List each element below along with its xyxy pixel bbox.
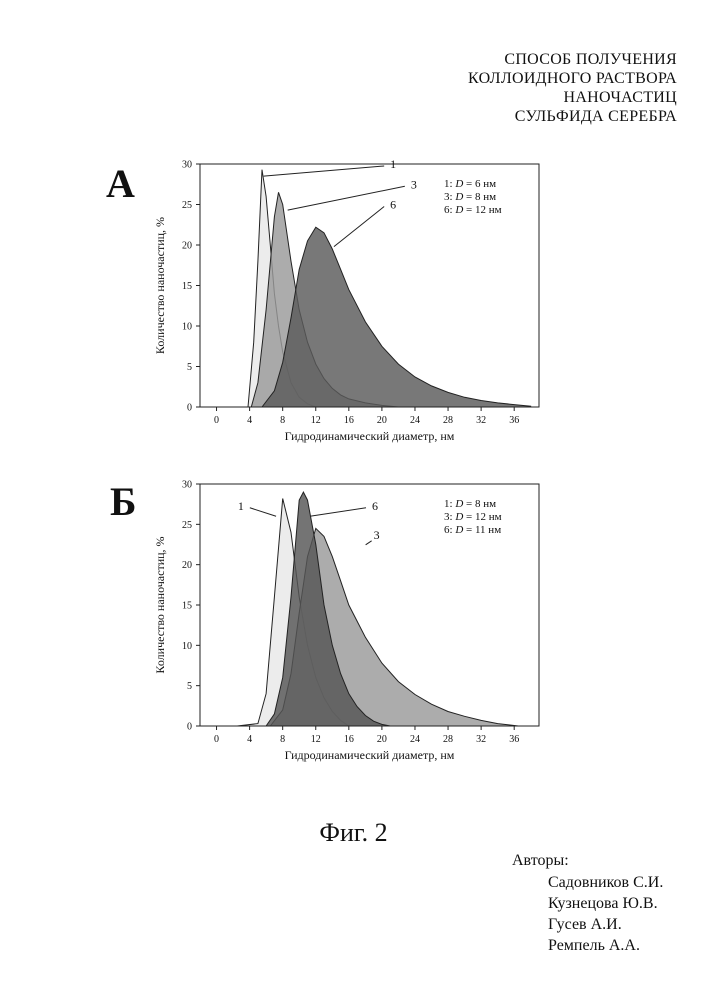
legend-entry-6: 6: D = 12 нм xyxy=(444,204,502,216)
y-tick-label: 15 xyxy=(182,281,192,292)
x-tick-label: 20 xyxy=(377,734,387,745)
legend-entry-1: 1: D = 6 нм xyxy=(444,178,496,190)
x-tick-label: 24 xyxy=(410,415,420,426)
figure-caption: Фиг. 2 xyxy=(319,818,388,847)
y-tick-label: 10 xyxy=(182,322,192,333)
annotation-leader-1 xyxy=(263,165,385,177)
annotation-label-3: 3 xyxy=(374,528,380,542)
authors-label: Авторы: xyxy=(512,852,569,869)
y-tick-label: 20 xyxy=(182,241,192,252)
x-tick-label: 0 xyxy=(214,734,219,745)
annotation-leader-3 xyxy=(287,185,405,211)
x-tick-label: 4 xyxy=(247,734,252,745)
x-tick-label: 24 xyxy=(410,734,420,745)
x-tick-label: 12 xyxy=(311,415,321,426)
x-tick-label: 28 xyxy=(443,734,453,745)
x-tick-label: 16 xyxy=(344,415,354,426)
y-tick-label: 25 xyxy=(182,200,192,211)
annotation-label-6: 6 xyxy=(390,198,396,212)
x-tick-label: 0 xyxy=(214,415,219,426)
annotation-leader-6 xyxy=(333,206,385,248)
x-tick-label: 20 xyxy=(377,415,387,426)
title-line-4: СУЛЬФИДА СЕРЕБРА xyxy=(514,108,677,125)
y-tick-label: 20 xyxy=(182,560,192,571)
author-4: Ремпель А.А. xyxy=(548,937,640,954)
legend-entry-6: 6: D = 11 нм xyxy=(444,524,501,536)
legend-entry-3: 3: D = 12 нм xyxy=(444,511,502,523)
x-tick-label: 28 xyxy=(443,415,453,426)
title-line-2: КОЛЛОИДНОГО РАСТВОРА xyxy=(468,70,677,87)
patent-title: СПОСОБ ПОЛУЧЕНИЯ КОЛЛОИДНОГО РАСТВОРА НА… xyxy=(468,50,677,126)
annotation-label-1: 1 xyxy=(390,157,396,171)
author-2: Кузнецова Ю.В. xyxy=(548,895,658,912)
x-tick-label: 16 xyxy=(344,734,354,745)
annotation-label-1: 1 xyxy=(238,499,244,513)
title-line-3: НАНОЧАСТИЦ xyxy=(563,89,677,106)
annotation-label-3: 3 xyxy=(411,177,417,191)
y-tick-label: 5 xyxy=(187,681,192,692)
y-tick-label: 10 xyxy=(182,641,192,652)
annotation-leader-1 xyxy=(249,507,277,517)
panel-b-letter: Б xyxy=(110,479,137,524)
x-tick-label: 36 xyxy=(509,415,519,426)
x-tick-label: 4 xyxy=(247,415,252,426)
title-line-1: СПОСОБ ПОЛУЧЕНИЯ xyxy=(504,51,677,68)
author-1: Садовников С.И. xyxy=(548,874,664,891)
y-tick-label: 30 xyxy=(182,160,192,171)
author-3: Гусев А.И. xyxy=(548,916,622,933)
y-tick-label: 0 xyxy=(187,722,192,733)
panel-a-letter: А xyxy=(106,161,135,206)
y-tick-label: 0 xyxy=(187,403,192,414)
y-tick-label: 15 xyxy=(182,601,192,612)
series-area-6 xyxy=(265,491,391,727)
x-tick-label: 32 xyxy=(476,415,486,426)
series-area-6 xyxy=(260,226,532,408)
annotation-leader-3 xyxy=(365,540,372,546)
x-tick-label: 32 xyxy=(476,734,486,745)
x-tick-label: 36 xyxy=(509,734,519,745)
x-tick-label: 8 xyxy=(280,734,285,745)
annotation-leader-6 xyxy=(309,507,367,517)
x-axis-label: Гидродинамический диаметр, нм xyxy=(285,429,455,443)
y-tick-label: 30 xyxy=(182,480,192,491)
x-axis-label: Гидродинамический диаметр, нм xyxy=(285,748,455,762)
y-axis-label: Количество наночастиц, % xyxy=(153,217,167,354)
x-tick-label: 8 xyxy=(280,415,285,426)
legend-entry-1: 1: D = 8 нм xyxy=(444,498,496,510)
y-axis-label: Количество наночастиц, % xyxy=(153,536,167,673)
annotation-label-6: 6 xyxy=(372,499,378,513)
chart-panel-b: 0 4 8 12 16 20 24 28 32 36051015202530Гидродинами… xyxy=(153,480,540,762)
x-tick-label: 12 xyxy=(311,734,321,745)
chart-panel-a: 0 4 8 12 16 20 24 28 32 36051015202530Гидродинами… xyxy=(153,157,540,443)
y-tick-label: 5 xyxy=(187,362,192,373)
y-tick-label: 25 xyxy=(182,520,192,531)
legend-entry-3: 3: D = 8 нм xyxy=(444,191,496,203)
